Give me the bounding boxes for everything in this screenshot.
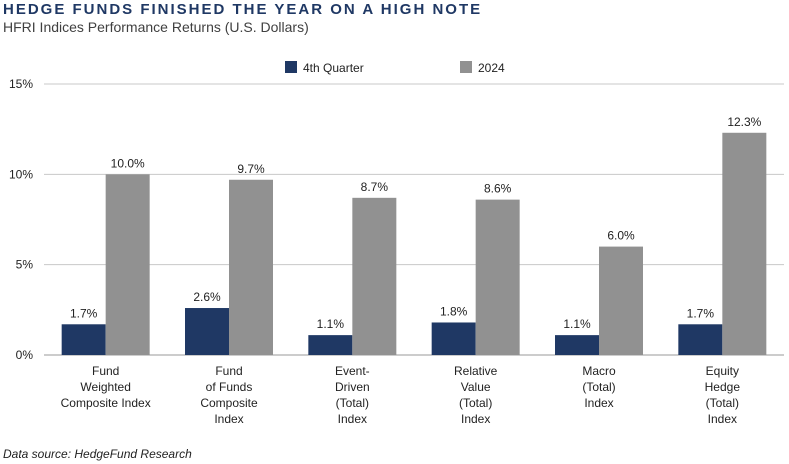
gridlines: [44, 83, 784, 356]
data-label: 6.0%: [607, 229, 635, 243]
bar-q4: [185, 308, 229, 355]
category-label: (Total): [336, 396, 369, 410]
category-label: Index: [338, 412, 367, 426]
category-label: Macro: [582, 364, 616, 378]
bar-q4: [308, 335, 353, 355]
data-label: 1.7%: [687, 306, 715, 320]
bar-q4: [555, 335, 599, 355]
category-label: Weighted: [80, 380, 130, 394]
legend-label: 4th Quarter: [303, 61, 364, 75]
data-label: 1.7%: [70, 306, 98, 320]
category-label: (Total): [459, 396, 492, 410]
legend-swatch: [460, 61, 472, 73]
data-label: 1.1%: [563, 317, 591, 331]
category-label: Index: [461, 412, 490, 426]
bar-q4: [431, 322, 476, 355]
data-label: 10.0%: [111, 156, 145, 170]
data-label: 1.8%: [440, 304, 468, 318]
data-source-note: Data source: HedgeFund Research: [3, 447, 192, 461]
bar-2024: [599, 246, 643, 355]
category-label: Composite: [200, 396, 258, 410]
category-label: Driven: [335, 380, 370, 394]
category-label: Value: [461, 380, 491, 394]
bar-q4: [678, 324, 723, 355]
legend-label: 2024: [478, 61, 505, 75]
y-tick-label: 15%: [9, 77, 33, 91]
legend-swatch: [285, 61, 297, 73]
data-label: 1.1%: [317, 317, 345, 331]
bar-2024: [722, 132, 767, 355]
category-label: Relative: [454, 364, 498, 378]
data-label: 8.7%: [361, 180, 389, 194]
x-axis-categories: Fund Weighted Composite Index Fund of Funds C…: [61, 364, 741, 426]
y-tick-label: 10%: [9, 167, 33, 181]
category-label: Event-: [335, 364, 370, 378]
data-labels: 1.7% 10.0% 2.6% 9.7% 1.1% 8.7% 1.8% 8.6% 1.1% 6.0…: [70, 115, 762, 331]
category-label: Fund: [92, 364, 119, 378]
bar-2024: [352, 197, 397, 355]
data-label: 12.3%: [727, 115, 761, 129]
data-label: 8.6%: [484, 182, 512, 196]
y-tick-label: 5%: [16, 258, 34, 272]
chart-title: HEDGE FUNDS FINISHED THE YEAR ON A HIGH …: [3, 1, 483, 18]
category-label: Hedge: [705, 380, 741, 394]
category-label: (Total): [582, 380, 615, 394]
category-label: Equity: [706, 364, 739, 378]
category-label: Index: [708, 412, 737, 426]
category-label: Index: [584, 396, 613, 410]
y-axis-ticks: 0% 5% 10% 15%: [9, 77, 33, 362]
bars: [61, 132, 767, 355]
bar-2024: [105, 174, 150, 355]
legend: 4th Quarter 2024: [285, 61, 505, 75]
data-label: 2.6%: [193, 290, 221, 304]
chart-subtitle: HFRI Indices Performance Returns (U.S. D…: [3, 19, 309, 35]
bar-q4: [61, 324, 106, 355]
y-tick-label: 0%: [16, 348, 34, 362]
category-label: (Total): [706, 396, 739, 410]
data-label: 9.7%: [237, 162, 265, 176]
category-label: Composite Index: [61, 396, 151, 410]
category-label: Index: [214, 412, 243, 426]
bar-2024: [229, 179, 273, 355]
category-label: of Funds: [206, 380, 253, 394]
category-label: Fund: [215, 364, 242, 378]
bar-2024: [475, 199, 520, 355]
